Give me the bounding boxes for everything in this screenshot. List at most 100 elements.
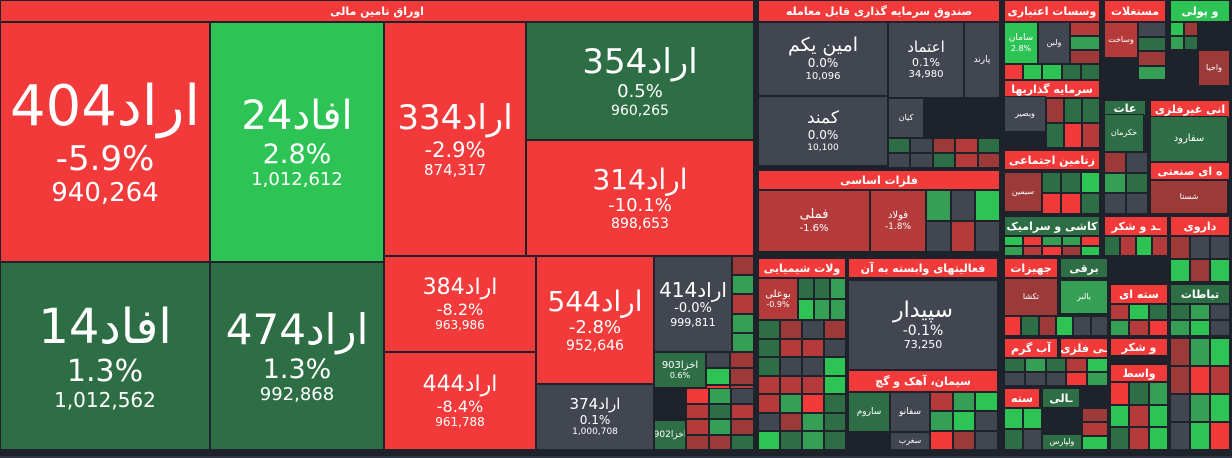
treemap-cell (758, 412, 780, 432)
treemap-cell (926, 221, 951, 252)
sector-header[interactable]: صندوق سرمایه گذاری قابل معامله (758, 0, 1000, 22)
treemap-cell (1110, 320, 1130, 336)
stock-tile[interactable]: کمند 0.0% 10,100 (758, 96, 888, 166)
stock-tile[interactable]: اراد384 -8.2% 963,986 (384, 256, 536, 352)
stock-tile[interactable]: شستا (1150, 180, 1228, 214)
sector-header[interactable]: آب گرم (1004, 338, 1058, 358)
stock-tile[interactable]: اراد414 -0.0% 999,811 (654, 256, 732, 352)
treemap-cell (1190, 236, 1210, 259)
sector-header[interactable]: عات (1104, 100, 1146, 116)
stock-tile[interactable]: سامان 2.8% (1004, 22, 1038, 64)
stock-tile[interactable]: اراد314 -10.1% 898,653 (526, 140, 754, 256)
stock-tile[interactable]: سفارود (1150, 116, 1228, 162)
treemap-cell (1190, 422, 1210, 450)
stock-tile[interactable]: ولبن (1038, 22, 1070, 64)
treemap-cell (910, 153, 933, 168)
sector-header[interactable]: ـی فلزی (1060, 338, 1108, 358)
treemap-cell (1210, 304, 1230, 320)
stock-tile[interactable]: افاد14 1.3% 1,012,562 (0, 262, 210, 450)
sector-header[interactable]: و شکر (1110, 338, 1168, 356)
sector-header[interactable]: انی غیرفلزی (1150, 100, 1230, 118)
sector-header[interactable]: برقی (1060, 258, 1108, 278)
stock-tile[interactable]: فملی -1.6% (758, 190, 870, 252)
sector-header[interactable]: فعالیتهای وابسته به آن (848, 258, 998, 278)
stock-tile[interactable]: کیان (888, 98, 924, 138)
treemap-cell (888, 138, 911, 153)
stock-tile[interactable]: ساروم (848, 392, 890, 432)
sector-header[interactable]: زتامین اجتماعی (1004, 150, 1100, 170)
treemap-cell (686, 388, 709, 404)
stock-change: -8.2% (436, 299, 484, 319)
stock-name: کیان (898, 113, 914, 123)
treemap-cell (1070, 50, 1100, 64)
stock-tile[interactable]: وساخت (1104, 22, 1138, 58)
stock-value: 10,096 (805, 71, 841, 83)
treemap-cell (780, 375, 802, 395)
stock-tile[interactable]: افاد24 2.8% 1,012,612 (210, 22, 384, 262)
sector-header[interactable]: مستغلات (1104, 0, 1166, 22)
sector-header[interactable]: تباطات (1170, 284, 1230, 304)
sector-header[interactable]: فلزات اساسی (758, 170, 1000, 190)
sector-header[interactable]: سته ای (1110, 284, 1168, 304)
treemap-cell (824, 357, 846, 376)
stock-tile[interactable]: امین یکم 0.0% 10,096 (758, 22, 888, 96)
stock-tile[interactable]: واحیا (1198, 50, 1230, 86)
stock-tile[interactable]: خکرمان (1104, 114, 1144, 152)
sector-header[interactable]: کاشی و سرامیک (1004, 216, 1100, 236)
stock-tile[interactable]: اراد404 -5.9% 940,264 (0, 22, 210, 262)
stock-tile[interactable]: اراد374 0.1% 1,000,708 (536, 384, 654, 450)
treemap-cell (1170, 366, 1190, 394)
stock-tile[interactable]: بالبر (1060, 280, 1108, 314)
sector-header[interactable]: جهیزات (1004, 258, 1058, 278)
stock-change: 2.8% (1010, 43, 1032, 53)
sector-header[interactable]: وسسات اعتباری (1004, 0, 1100, 22)
treemap-cell (1004, 236, 1024, 246)
sector-header[interactable]: ه ای صنعتی (1150, 162, 1230, 180)
treemap-cell (1042, 172, 1062, 193)
treemap-cell (732, 313, 754, 333)
sector-header[interactable]: واسط (1110, 364, 1168, 382)
stock-tile[interactable]: سیمین (1004, 172, 1042, 212)
treemap-cell (1210, 422, 1230, 450)
stock-tile[interactable]: پارند (964, 22, 1000, 98)
treemap-cell (758, 431, 780, 450)
sector-header[interactable]: ولات شیمیایی (758, 258, 846, 278)
treemap-cell (732, 332, 754, 352)
stock-tile[interactable]: وبصیر (1004, 96, 1046, 132)
stock-tile[interactable]: اخزا902 (654, 420, 686, 450)
treemap-cell (1038, 316, 1056, 336)
stock-tile[interactable]: اخزا903 0.6% (654, 352, 706, 388)
treemap-cell (708, 403, 732, 419)
treemap-cell (1136, 236, 1152, 256)
stock-tile[interactable]: اراد354 0.5% 960,265 (526, 22, 754, 140)
treemap-cell (1056, 316, 1074, 336)
sector-header[interactable]: سیمان، آهک و گچ (848, 370, 998, 392)
treemap-cell (1190, 320, 1210, 336)
stock-tile[interactable]: ولپارس (1042, 434, 1082, 450)
sector-header[interactable]: سته (1004, 388, 1040, 408)
treemap-cell (1004, 408, 1023, 429)
sector-header[interactable]: اوراق تامین مالی (0, 0, 754, 22)
treemap-cell (1110, 382, 1130, 405)
sector-header[interactable]: ـالی (1042, 388, 1080, 408)
stock-tile[interactable]: اعتماد 0.1% 34,980 (888, 22, 964, 98)
stock-tile[interactable]: سفانو (890, 392, 930, 432)
treemap-cell (1080, 172, 1100, 193)
stock-tile[interactable]: فولاد -1.8% (870, 190, 926, 252)
stock-tile[interactable]: بوعلی -0.9% (758, 278, 798, 320)
stock-value: 960,265 (611, 102, 669, 119)
stock-tile[interactable]: اراد544 -2.8% 952,646 (536, 256, 654, 384)
stock-name: امین یکم (787, 34, 859, 57)
stock-tile[interactable]: اراد444 -8.4% 961,788 (384, 352, 536, 450)
stock-tile[interactable]: اراد474 1.3% 992,868 (210, 262, 384, 450)
stock-tile[interactable]: سپیدار -0.1% 73,250 (848, 280, 998, 370)
sector-header[interactable]: داروی (1170, 216, 1230, 236)
sector-header[interactable]: و پولی (1170, 0, 1230, 22)
treemap-cell (977, 153, 1000, 168)
sector-header[interactable]: سرمایه گذاریها (1004, 80, 1100, 98)
stock-tile[interactable]: تکشا (1004, 278, 1058, 316)
stock-tile[interactable]: سغرب (890, 432, 930, 450)
stock-tile[interactable]: اراد334 -2.9% 874,317 (384, 22, 526, 256)
sector-header[interactable]: ـد و شکر (1104, 216, 1168, 236)
stock-name: اراد404 (10, 74, 200, 140)
